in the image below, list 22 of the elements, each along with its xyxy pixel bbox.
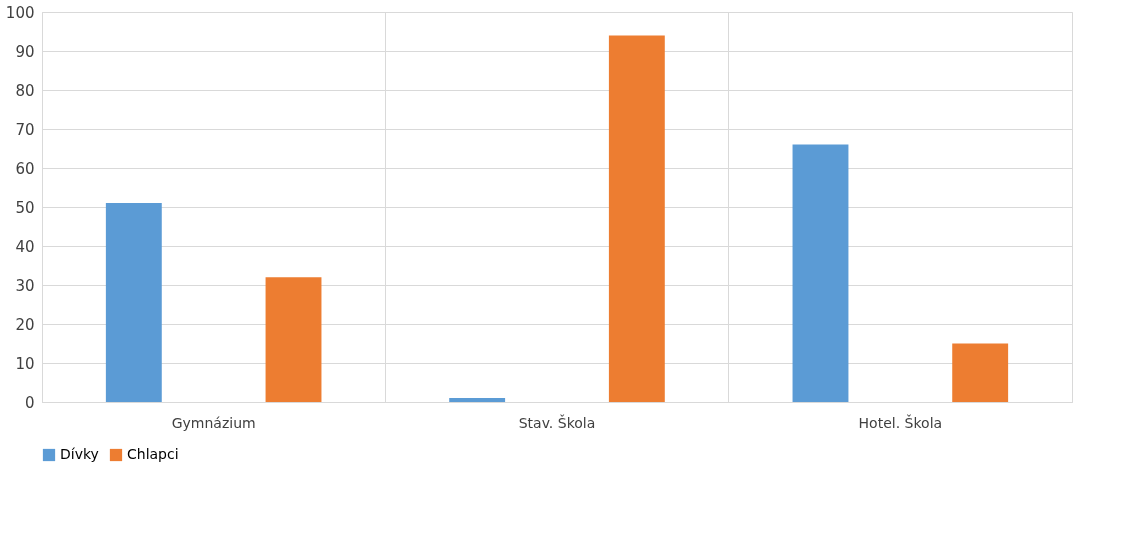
x-tick-label: Hotel. Škola xyxy=(858,413,943,431)
x-tick-label: Gymnázium xyxy=(171,414,256,431)
bar xyxy=(608,35,665,402)
bar xyxy=(792,144,849,402)
y-tick-label: 10 xyxy=(15,354,35,373)
bar xyxy=(105,203,162,402)
bar xyxy=(449,398,506,402)
legend-label: Chlapci xyxy=(127,446,179,462)
y-tick-label: 100 xyxy=(5,3,35,22)
y-tick-label: 0 xyxy=(24,393,35,412)
y-tick-label: 70 xyxy=(15,120,35,139)
y-tick-label: 20 xyxy=(15,315,35,334)
x-tick-label: Stav. Škola xyxy=(518,413,596,431)
y-tick-label: 30 xyxy=(15,276,35,295)
y-tick-label: 50 xyxy=(15,198,35,217)
legend-label: Dívky xyxy=(60,446,99,462)
y-tick-label: 90 xyxy=(15,42,35,61)
bar xyxy=(952,343,1009,402)
y-tick-label: 60 xyxy=(15,159,35,178)
bar xyxy=(265,277,322,402)
y-tick-label: 80 xyxy=(15,81,35,100)
y-tick-label: 40 xyxy=(15,237,35,256)
